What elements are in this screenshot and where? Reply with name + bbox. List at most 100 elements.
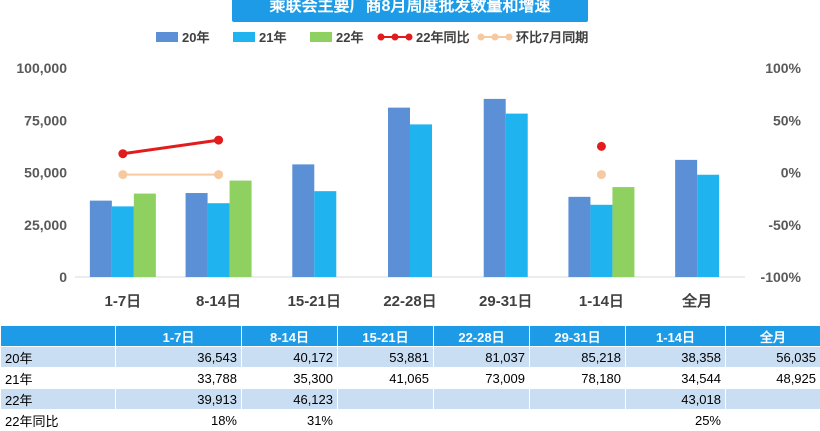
table-cell: 39,913 [115, 388, 242, 410]
table-header-cell: 29-31日 [529, 325, 626, 347]
legend-swatch [156, 32, 178, 42]
bar-1 [568, 196, 591, 277]
table-row-22: 22年 39,913 46,123 43,018 [0, 388, 820, 410]
table-header-cell: 15-21日 [337, 325, 434, 347]
y2-tick-label: 100% [765, 60, 801, 76]
row-label: 20年 [0, 346, 116, 368]
legend-marker [391, 33, 399, 41]
table-cell: 43,018 [625, 388, 726, 410]
y-tick-label: 25,000 [24, 217, 67, 233]
table-cell: 53,881 [337, 346, 434, 368]
bar-1 [292, 164, 315, 277]
line-marker-1 [118, 149, 128, 159]
row-label: 22年同比 [0, 409, 116, 431]
line-marker-1 [596, 141, 606, 151]
legend-label: 环比7月同期 [516, 30, 588, 45]
bar-2 [314, 191, 337, 277]
line-marker-2 [118, 170, 128, 180]
table-cell [337, 388, 434, 410]
table-cell [529, 409, 626, 431]
legend-marker [477, 33, 485, 41]
table-cell: 81,037 [433, 346, 530, 368]
table-cell [725, 388, 820, 410]
line-marker-1 [214, 135, 224, 145]
chart-title: 乘联会主要厂商8月周度批发数量和增速 [232, 0, 588, 22]
bar-2 [697, 174, 720, 277]
x-tick-label: 15-21日 [288, 293, 341, 310]
bar-1 [675, 159, 698, 277]
y2-tick-label: -100% [761, 269, 802, 285]
table-corner-cell [0, 325, 116, 347]
bar-2 [111, 206, 134, 277]
table-cell: 31% [241, 409, 338, 431]
table-header-cell: 1-7日 [115, 325, 242, 347]
bar-2 [410, 124, 432, 277]
y2-tick-label: 50% [773, 112, 802, 128]
data-table: 1-7日 8-14日 15-21日 22-28日 29-31日 1-14日 全月… [0, 325, 820, 431]
table-cell: 35,300 [241, 367, 338, 389]
table-row-21: 21年 33,788 35,300 41,065 73,009 78,180 3… [0, 367, 820, 389]
bar-3 [133, 193, 156, 277]
table-cell [433, 409, 530, 431]
table-cell: 34,544 [625, 367, 726, 389]
legend-marker [405, 33, 413, 41]
bar-3 [229, 180, 252, 277]
table-header-cell: 8-14日 [241, 325, 338, 347]
bar-1 [483, 98, 506, 277]
x-tick-label: 1-14日 [579, 293, 624, 310]
table-cell: 40,172 [241, 346, 338, 368]
x-tick-label: 8-14日 [196, 293, 241, 310]
table-cell: 33,788 [115, 367, 242, 389]
table-cell: 48,925 [725, 367, 820, 389]
table-cell: 25% [625, 409, 726, 431]
bar-1 [89, 200, 112, 277]
table-header-cell: 全月 [725, 325, 820, 347]
table-header-cell: 22-28日 [433, 325, 530, 347]
row-label: 21年 [0, 367, 116, 389]
legend-label: 21年 [259, 30, 286, 45]
table-cell: 73,009 [433, 367, 530, 389]
legend-marker [505, 33, 513, 41]
legend-label: 22年同比 [416, 30, 469, 45]
table-cell: 56,035 [725, 346, 820, 368]
table-cell: 85,218 [529, 346, 626, 368]
y-tick-label: 75,000 [24, 112, 67, 128]
table-cell: 18% [115, 409, 242, 431]
table-header-row: 1-7日 8-14日 15-21日 22-28日 29-31日 1-14日 全月 [0, 325, 820, 347]
line-marker-2 [596, 170, 606, 180]
table-row-20: 20年 36,543 40,172 53,881 81,037 85,218 3… [0, 346, 820, 368]
line-segment-1 [122, 138, 219, 156]
x-tick-label: 29-31日 [479, 293, 532, 310]
bar-1 [185, 193, 208, 277]
chart-area: 0 25,000 50,000 75,000 100,000 -100% -50% 0% 50%… [16, 30, 802, 310]
x-tick-label: 1-7日 [105, 293, 142, 310]
bar-3 [612, 187, 635, 277]
bar-2 [207, 203, 230, 277]
x-tick-label: 全月 [681, 292, 712, 310]
table-row-22-yoy: 22年同比 18% 31% 25% [0, 409, 820, 431]
y-tick-label: 0 [59, 269, 67, 285]
bar-1 [388, 107, 410, 278]
table-cell: 41,065 [337, 367, 434, 389]
bar-2 [590, 204, 613, 277]
table-cell: 46,123 [241, 388, 338, 410]
line-marker-2 [214, 170, 224, 180]
legend-label: 20年 [182, 30, 209, 45]
legend-marker [377, 33, 385, 41]
bar-2 [505, 113, 528, 278]
table-cell: 78,180 [529, 367, 626, 389]
x-tick-label: 22-28日 [383, 293, 436, 310]
legend-swatch [233, 32, 255, 42]
table-cell: 38,358 [625, 346, 726, 368]
table-cell: 36,543 [115, 346, 242, 368]
table-header-cell: 1-14日 [625, 325, 726, 347]
legend-label: 22年 [336, 30, 363, 45]
legend-marker [491, 33, 499, 41]
row-label: 22年 [0, 388, 116, 410]
table-cell [433, 388, 530, 410]
table-cell [337, 409, 434, 431]
y2-tick-label: 0% [781, 165, 802, 181]
table-cell [529, 388, 626, 410]
table-cell [725, 409, 820, 431]
y-tick-label: 50,000 [24, 165, 67, 181]
